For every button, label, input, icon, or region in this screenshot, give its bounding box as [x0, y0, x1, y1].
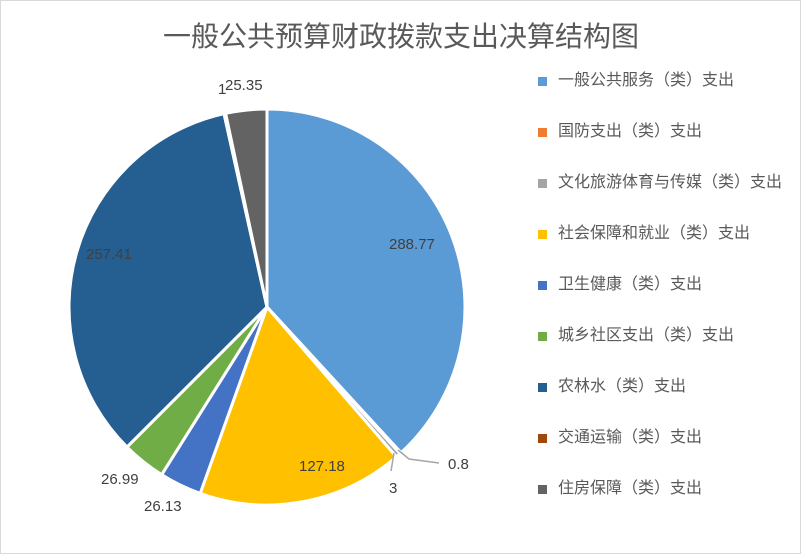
legend: 一般公共服务（类）支出 国防支出（类）支出文化旅游体育与传媒（类）支出 社会保障和就… — [538, 69, 798, 528]
legend-swatch — [538, 485, 547, 494]
legend-item: 卫生健康（类）支出 — [538, 273, 798, 324]
legend-swatch — [538, 77, 547, 86]
legend-swatch — [538, 383, 547, 392]
data-label-8: 25.35 — [225, 77, 263, 94]
pie-slice-3 — [198, 304, 399, 507]
leader-line-1 — [390, 452, 395, 472]
legend-label: 文化旅游体育与传媒（类）支出 — [558, 172, 783, 191]
data-label-1: 0.8 — [448, 456, 469, 473]
legend-swatch — [538, 128, 547, 137]
legend-item: 农林水（类）支出 — [538, 375, 798, 426]
legend-label: 社会保障和就业（类）支出 — [558, 223, 751, 242]
legend-item: 住房保障（类）支出 — [538, 477, 798, 528]
legend-label: 交通运输（类）支出 — [558, 427, 703, 446]
legend-label: 一般公共服务（类）支出 — [558, 70, 735, 89]
data-label-3: 127.18 — [299, 458, 345, 475]
legend-label: 国防支出（类）支出 — [558, 121, 703, 140]
legend-label: 住房保障（类）支出 — [558, 478, 703, 497]
data-label-6: 257.41 — [86, 246, 132, 263]
legend-item: 社会保障和就业（类）支出 — [538, 222, 798, 273]
legend-label: 城乡社区支出（类）支出 — [558, 325, 735, 344]
pie-slice-8 — [223, 107, 269, 308]
legend-item: 文化旅游体育与传媒（类）支出 — [538, 171, 798, 222]
legend-swatch — [538, 434, 547, 443]
pie-slice-6 — [67, 111, 269, 450]
data-label-2: 3 — [389, 480, 398, 497]
legend-label: 农林水（类）支出 — [558, 376, 687, 395]
legend-item: 国防支出（类）支出 — [538, 120, 798, 171]
data-label-0: 288.77 — [389, 236, 435, 253]
legend-item: 交通运输（类）支出 — [538, 426, 798, 477]
legend-item: 一般公共服务（类）支出 — [538, 69, 798, 120]
data-label-7: 1 — [218, 81, 227, 98]
data-label-4: 26.13 — [144, 498, 182, 515]
legend-label: 卫生健康（类）支出 — [558, 274, 703, 293]
leader-line-0 — [397, 449, 440, 464]
data-label-5: 26.99 — [101, 471, 139, 488]
legend-swatch — [538, 230, 547, 239]
chart-title: 一般公共预算财政拨款支出决算结构图 — [162, 20, 639, 53]
legend-swatch — [538, 179, 547, 188]
legend-item: 城乡社区支出（类）支出 — [538, 324, 798, 375]
legend-swatch — [538, 281, 547, 290]
pie-slice-0 — [265, 107, 467, 455]
legend-swatch — [538, 332, 547, 341]
